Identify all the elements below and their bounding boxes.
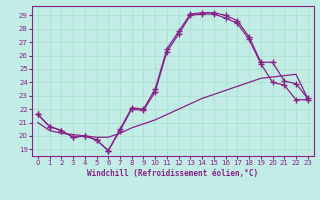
X-axis label: Windchill (Refroidissement éolien,°C): Windchill (Refroidissement éolien,°C) [87, 169, 258, 178]
